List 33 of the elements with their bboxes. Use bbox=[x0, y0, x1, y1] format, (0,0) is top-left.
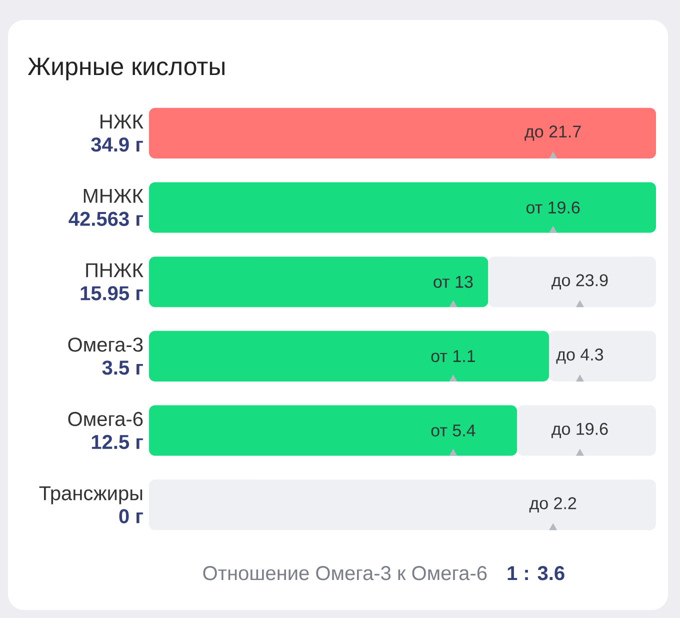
y-tick-label: МНЖК bbox=[84, 189, 144, 203]
bar bbox=[549, 330, 656, 382]
bar bbox=[149, 480, 656, 530]
text: 12.5 г bbox=[92, 434, 143, 450]
annotation: до 2.2 bbox=[529, 497, 576, 512]
text: 42.563 г bbox=[68, 212, 143, 226]
bar bbox=[149, 405, 518, 456]
bar bbox=[149, 256, 488, 308]
text: 34.9 г bbox=[91, 137, 143, 152]
y-tick-label: Омега-3 bbox=[68, 338, 143, 352]
y-tick-label: Трансжиры bbox=[39, 486, 142, 504]
y-tick-label: Омега-6 bbox=[68, 412, 143, 426]
annotation: до 19.6 bbox=[552, 422, 608, 438]
bar bbox=[488, 256, 656, 308]
bar bbox=[149, 108, 656, 158]
bar bbox=[149, 330, 550, 382]
annotation: до 21.7 bbox=[524, 126, 581, 141]
annotation: от 19.6 bbox=[526, 201, 580, 214]
text: 15.95 г bbox=[80, 286, 143, 300]
bar bbox=[517, 405, 656, 456]
y-tick-label: НЖК bbox=[100, 114, 144, 128]
text: 1 : 3.6 bbox=[508, 566, 564, 580]
annotation: до 23.9 bbox=[552, 274, 608, 290]
text: 0 г bbox=[119, 509, 143, 524]
text: 3.5 г bbox=[102, 360, 143, 375]
text: Отношение Омега-3 к Омега-6 bbox=[203, 566, 487, 580]
bar bbox=[149, 182, 656, 233]
annotation: до 4.3 bbox=[556, 348, 604, 364]
chart-title: Жирные кислоты bbox=[28, 58, 224, 80]
y-tick-label: ПНЖК bbox=[86, 263, 144, 278]
annotation: от 1.1 bbox=[431, 350, 475, 362]
annotation: от 5.4 bbox=[431, 424, 476, 436]
annotation: от 13 bbox=[434, 276, 473, 288]
